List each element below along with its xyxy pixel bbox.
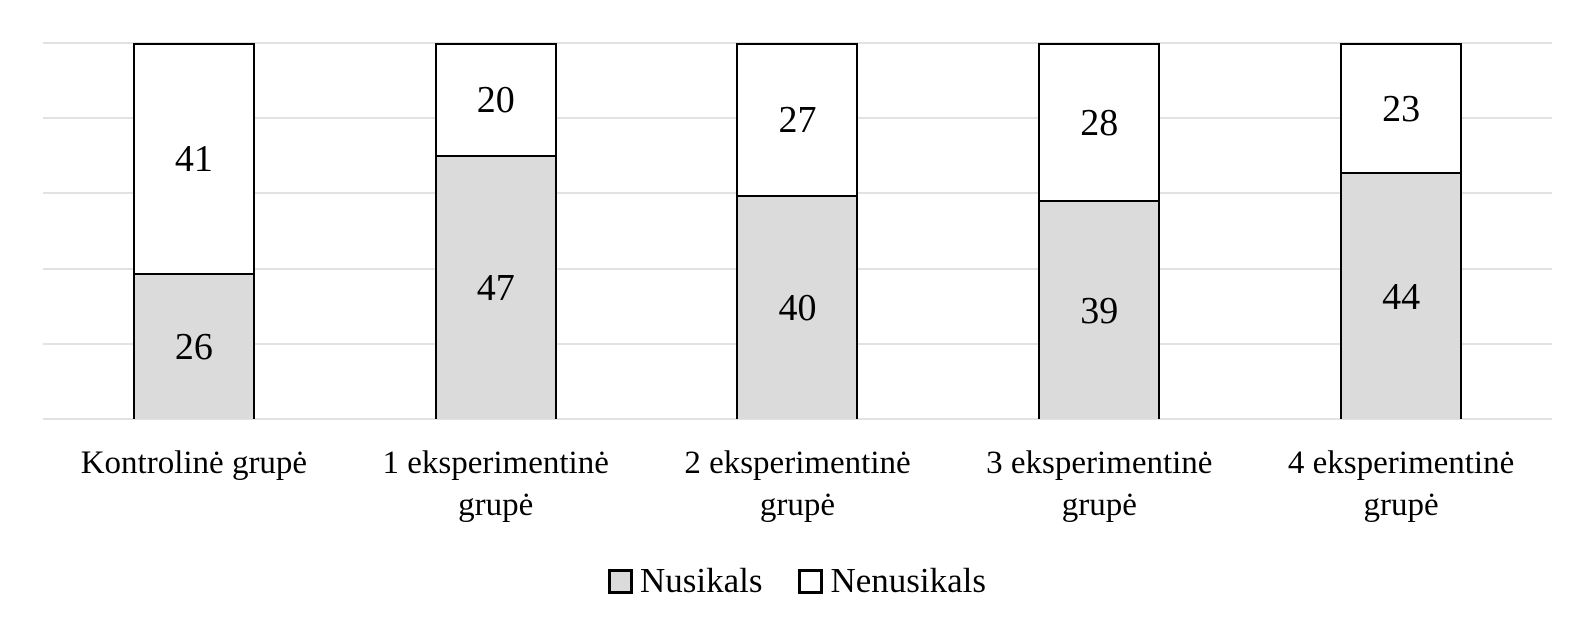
data-label: 40 bbox=[778, 286, 817, 329]
bar-segment-nenusikals: 28 bbox=[1038, 43, 1161, 201]
bar-segment-nenusikals: 41 bbox=[132, 43, 255, 274]
bar-segment-nusikals: 40 bbox=[736, 194, 859, 419]
plot-area: 26 41 47 20 40 27 39 28 44 23 bbox=[43, 42, 1552, 420]
data-label: 23 bbox=[1382, 87, 1421, 130]
legend-item-nusikals: Nusikals bbox=[607, 561, 763, 601]
bar-kontrolin-grup-: 26 41 bbox=[43, 43, 345, 419]
data-label: 39 bbox=[1080, 289, 1119, 332]
bar-segment-nusikals: 47 bbox=[434, 155, 557, 419]
x-axis-label-4-eksperimentin-grup-: 4 eksperimentinė grupė bbox=[1287, 445, 1515, 524]
bar-1-eksperimentin-grup-: 47 20 bbox=[345, 43, 647, 419]
legend-swatch-icon bbox=[607, 568, 633, 594]
legend: Nusikals Nenusikals bbox=[0, 561, 1594, 601]
bar-segment-nenusikals: 27 bbox=[736, 43, 859, 195]
legend-label: Nenusikals bbox=[830, 561, 987, 600]
bar-segment-nusikals: 26 bbox=[132, 273, 255, 419]
x-axis-label-kontrolin-grup-: Kontrolinė grupė bbox=[80, 445, 308, 481]
data-label: 41 bbox=[174, 138, 213, 181]
x-axis-labels: Kontrolinė grupė 1 eksperimentinė grupė 2 … bbox=[43, 442, 1552, 526]
data-label: 20 bbox=[476, 79, 515, 122]
x-axis-label-3-eksperimentin-grup-: 3 eksperimentinė grupė bbox=[986, 445, 1213, 524]
data-label: 44 bbox=[1382, 275, 1421, 318]
bar-4-eksperimentin-grup-: 44 23 bbox=[1250, 43, 1552, 419]
gridline bbox=[43, 42, 1552, 44]
legend-item-nenusikals: Nenusikals bbox=[798, 561, 986, 601]
data-label: 28 bbox=[1080, 101, 1119, 144]
bar-segment-nenusikals: 23 bbox=[1340, 43, 1463, 173]
bar-3-eksperimentin-grup-: 39 28 bbox=[948, 43, 1250, 419]
bar-segment-nusikals: 39 bbox=[1038, 200, 1161, 419]
bar-2-eksperimentin-grup-: 40 27 bbox=[647, 43, 949, 419]
legend-swatch-icon bbox=[798, 568, 824, 594]
data-label: 27 bbox=[778, 98, 817, 141]
gridline bbox=[43, 418, 1552, 420]
bar-segment-nusikals: 44 bbox=[1340, 172, 1463, 419]
x-axis-label-1-eksperimentin-grup-: 1 eksperimentinė grupė bbox=[382, 445, 609, 524]
x-axis-label-2-eksperimentin-grup-: 2 eksperimentinė grupė bbox=[684, 445, 911, 524]
bar-segment-nenusikals: 20 bbox=[434, 43, 557, 156]
data-label: 47 bbox=[476, 267, 515, 310]
data-label: 26 bbox=[174, 326, 213, 369]
legend-label: Nusikals bbox=[639, 561, 763, 600]
